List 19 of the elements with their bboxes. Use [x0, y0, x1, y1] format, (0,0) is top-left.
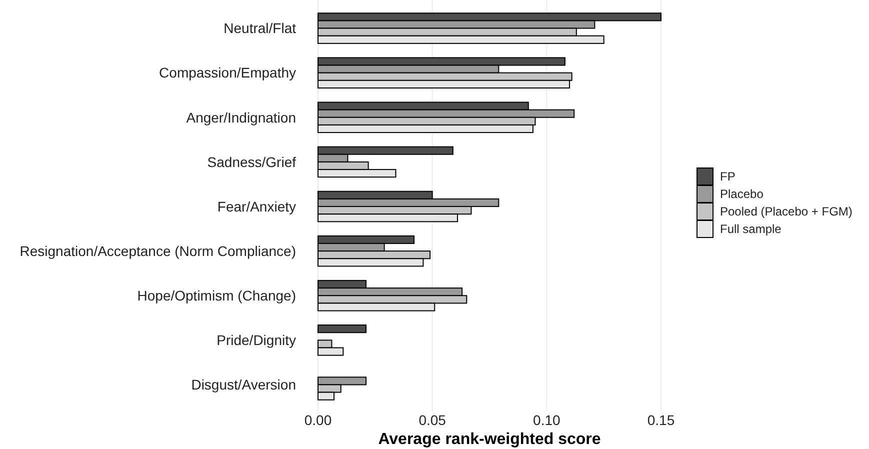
y-tick-label: Hope/Optimism (Change) — [137, 288, 296, 304]
x-tick-label: 0.15 — [647, 412, 675, 428]
x-axis-title: Average rank-weighted score — [378, 431, 601, 448]
y-tick-label: Compassion/Empathy — [159, 64, 296, 81]
y-tick-label: Pride/Dignity — [216, 332, 296, 348]
x-tick-label: 0.00 — [304, 412, 332, 428]
legend-label: Full sample — [720, 222, 782, 236]
y-tick-label: Anger/Indignation — [186, 109, 296, 126]
x-tick-label: 0.10 — [533, 412, 561, 428]
y-tick-label: Resignation/Acceptance (Norm Compliance) — [20, 242, 296, 259]
x-tick-label: 0.05 — [418, 412, 446, 428]
legend-label: Pooled (Placebo + FGM) — [720, 204, 852, 219]
y-tick-label: Fear/Anxiety — [217, 198, 296, 214]
bar — [318, 324, 367, 334]
y-tick-label: Neutral/Flat — [224, 20, 296, 36]
legend-label: Placebo — [720, 187, 764, 202]
y-tick-label: Disgust/Aversion — [191, 376, 296, 393]
legend-label: FP — [720, 170, 736, 184]
y-tick-label: Sadness/Grief — [207, 154, 296, 170]
